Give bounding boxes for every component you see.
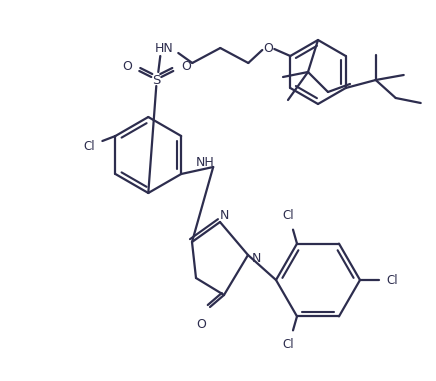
Text: Cl: Cl	[386, 274, 398, 287]
Text: NH: NH	[196, 155, 215, 168]
Text: Cl: Cl	[282, 209, 294, 222]
Text: S: S	[152, 74, 160, 86]
Text: O: O	[123, 59, 132, 72]
Text: Cl: Cl	[282, 338, 294, 351]
Text: N: N	[251, 253, 261, 266]
Text: N: N	[219, 208, 229, 221]
Text: O: O	[263, 42, 273, 54]
Text: Cl: Cl	[84, 139, 95, 152]
Text: O: O	[196, 319, 206, 331]
Text: HN: HN	[155, 42, 174, 54]
Text: O: O	[181, 59, 191, 72]
